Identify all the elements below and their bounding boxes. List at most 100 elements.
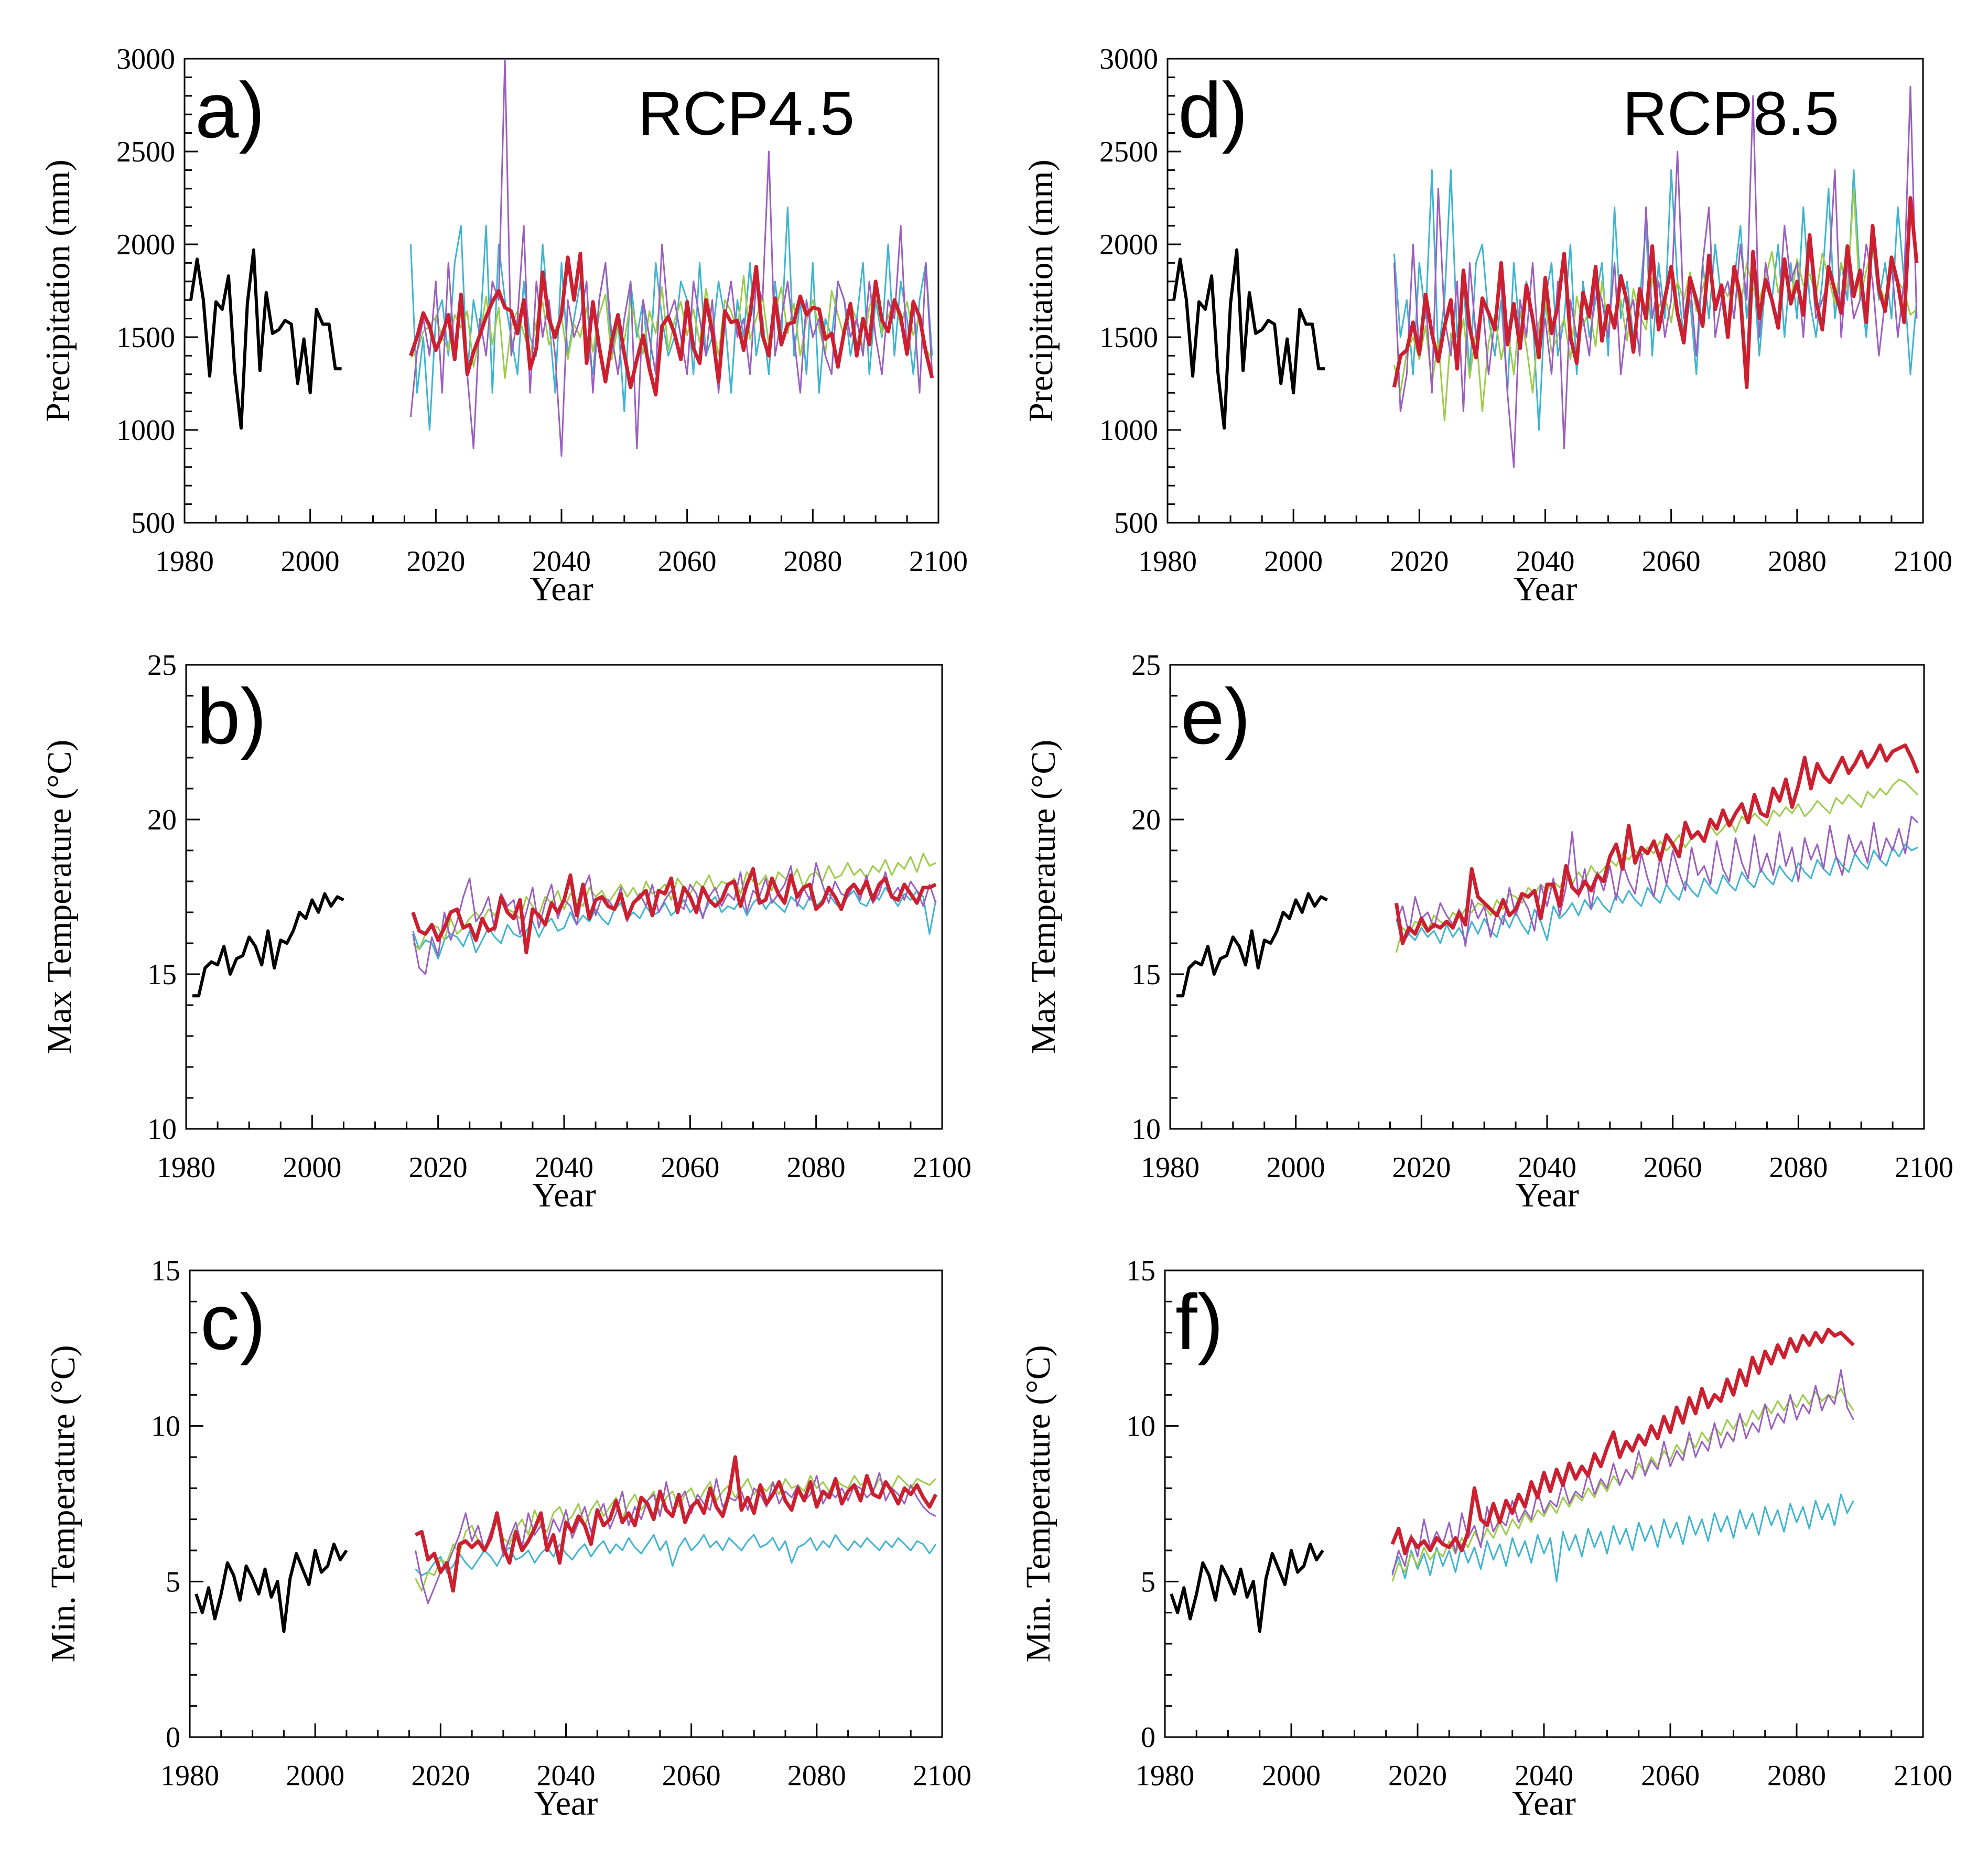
panel-label: d) xyxy=(1178,66,1248,154)
x-axis-title: Year xyxy=(1515,1176,1579,1214)
chart-panel-c: 1980 2000 2020 2040 2060 2080 2100 0 5 10 15 Year Mi… xyxy=(44,1255,971,1823)
x-tick-label: 1980 xyxy=(1136,1760,1194,1792)
x-tick-label: 2020 xyxy=(406,545,465,578)
x-tick-label: 2000 xyxy=(283,1151,341,1184)
series-line-cyan xyxy=(1391,1493,1854,1582)
y-tick-label: 5 xyxy=(166,1566,180,1598)
y-tick-label: 10 xyxy=(1126,1410,1155,1443)
x-tick-label: 2100 xyxy=(909,545,968,578)
x-tick-label: 2080 xyxy=(787,1760,846,1792)
x-tick-label: 2060 xyxy=(1642,545,1701,578)
x-tick-label: 2040 xyxy=(532,545,591,578)
observed-line xyxy=(1170,1543,1324,1633)
x-tick-label: 2060 xyxy=(1644,1151,1702,1184)
series-line-red xyxy=(409,252,934,397)
observed-line xyxy=(192,892,344,998)
y-tick-label: 20 xyxy=(147,804,177,836)
y-tick-label: 10 xyxy=(1131,1113,1161,1146)
x-axis-title: Year xyxy=(530,570,593,608)
plot-frame xyxy=(1169,664,1925,1130)
x-tick-label: 2080 xyxy=(1769,1151,1828,1184)
x-tick-label: 2040 xyxy=(1516,545,1575,578)
chart-panel-b: 1980 2000 2020 2040 2060 2080 2100 10 15 20 25 Year… xyxy=(40,649,971,1214)
x-tick-label: 1980 xyxy=(155,545,214,578)
y-axis-title: Min. Temperature (°C) xyxy=(1019,1345,1057,1662)
y-tick-label: 2500 xyxy=(1099,136,1158,168)
x-tick-label: 2100 xyxy=(913,1760,971,1792)
y-tick-label: 15 xyxy=(1131,958,1161,991)
panel-label: f) xyxy=(1175,1278,1224,1366)
y-tick-label: 10 xyxy=(147,1113,177,1146)
x-tick-label: 2020 xyxy=(1390,545,1449,578)
y-tick-label: 15 xyxy=(151,1255,180,1287)
y-tick-label: 1500 xyxy=(1099,321,1158,354)
panel-label: b) xyxy=(197,672,266,760)
x-tick-label: 2080 xyxy=(1768,545,1827,578)
y-tick-label: 0 xyxy=(166,1721,180,1754)
y-tick-label: 15 xyxy=(147,958,177,991)
series-group xyxy=(195,1455,938,1633)
panel-label: e) xyxy=(1181,672,1250,760)
y-tick-label: 10 xyxy=(151,1410,180,1443)
y-axis-title: Precipitation (mm) xyxy=(1022,159,1060,422)
x-tick-label: 2020 xyxy=(1392,1151,1451,1184)
x-tick-label: 2080 xyxy=(787,1151,846,1184)
x-tick-label: 2020 xyxy=(1388,1760,1447,1792)
x-tick-label: 1980 xyxy=(160,1760,219,1792)
y-tick-label: 2000 xyxy=(1099,229,1158,261)
series-line-purple xyxy=(1396,815,1919,947)
y-tick-label: 2500 xyxy=(116,136,175,168)
x-tick-label: 2040 xyxy=(1518,1151,1576,1184)
observed-line xyxy=(195,1543,348,1633)
series-line-purple xyxy=(412,862,937,975)
y-tick-label: 25 xyxy=(147,649,177,682)
y-axis-title: Max Temperature (°C) xyxy=(40,740,79,1054)
chart-panel-f: 1980 2000 2020 2040 2060 2080 2100 0 5 10 15 Year Mi… xyxy=(1019,1255,1952,1823)
series-line-red xyxy=(1394,743,1920,945)
series-line-purple xyxy=(409,59,933,457)
chart-panel-a: 1980 2000 2020 2040 2060 2080 2100 500 1000 1500 2… xyxy=(39,43,968,608)
x-tick-label: 1980 xyxy=(157,1151,215,1184)
x-tick-label: 2080 xyxy=(1767,1760,1826,1792)
y-tick-label: 0 xyxy=(1141,1721,1155,1754)
x-axis-title: Year xyxy=(532,1176,596,1214)
series-group xyxy=(1170,1328,1855,1633)
x-tick-label: 2000 xyxy=(1262,1760,1321,1792)
panel-label: c) xyxy=(200,1278,266,1366)
y-tick-label: 3000 xyxy=(116,43,175,76)
series-line-red xyxy=(414,1455,938,1593)
x-tick-label: 2020 xyxy=(411,1760,470,1792)
y-tick-label: 5 xyxy=(1141,1566,1155,1598)
y-tick-label: 20 xyxy=(1131,804,1161,836)
observed-line xyxy=(1176,892,1328,998)
series-line-cyan xyxy=(415,1534,937,1576)
x-axis-title: Year xyxy=(534,1784,598,1823)
observed-line xyxy=(1172,248,1325,430)
x-tick-label: 2100 xyxy=(913,1151,971,1184)
y-tick-label: 25 xyxy=(1131,649,1161,682)
y-tick-label: 500 xyxy=(1114,507,1158,540)
x-tick-label: 2100 xyxy=(1894,1760,1952,1792)
x-tick-label: 2060 xyxy=(662,1760,721,1792)
y-tick-label: 1500 xyxy=(116,321,175,354)
series-group xyxy=(1176,743,1920,998)
observed-line xyxy=(189,248,342,430)
series-line-green xyxy=(1391,1388,1854,1582)
panel-label: a) xyxy=(195,66,265,154)
x-axis-title: Year xyxy=(1514,570,1578,608)
x-tick-label: 2040 xyxy=(537,1760,596,1792)
x-tick-label: 2000 xyxy=(1264,545,1323,578)
x-tick-label: 2080 xyxy=(783,545,842,578)
series-group xyxy=(192,853,937,998)
x-tick-label: 2060 xyxy=(661,1151,719,1184)
y-axis-title: Precipitation (mm) xyxy=(39,159,77,422)
series-line-red xyxy=(1392,196,1919,390)
x-tick-label: 2060 xyxy=(1641,1760,1700,1792)
y-tick-label: 1000 xyxy=(116,414,175,447)
plot-frame xyxy=(1164,1269,1924,1738)
series-line-purple xyxy=(1391,1369,1854,1576)
x-tick-label: 2040 xyxy=(1515,1760,1573,1792)
x-tick-label: 2000 xyxy=(281,545,340,578)
y-tick-label: 500 xyxy=(131,507,175,540)
